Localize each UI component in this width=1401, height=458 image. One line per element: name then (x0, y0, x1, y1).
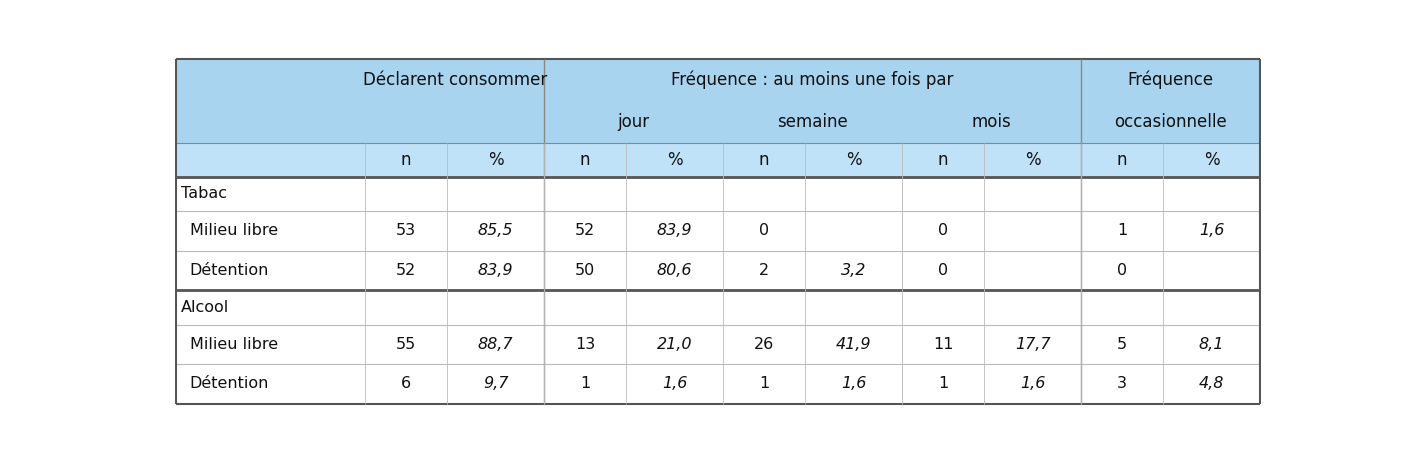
Text: 0: 0 (939, 224, 948, 239)
Text: %: % (667, 151, 682, 169)
Text: Tabac: Tabac (181, 186, 227, 202)
Text: occasionnelle: occasionnelle (1114, 113, 1227, 131)
Text: n: n (759, 151, 769, 169)
Text: 2: 2 (759, 263, 769, 278)
Text: 9,7: 9,7 (483, 376, 509, 392)
Text: jour: jour (618, 113, 650, 131)
Text: Alcool: Alcool (181, 300, 230, 315)
Text: 1,6: 1,6 (1020, 376, 1045, 392)
Text: 85,5: 85,5 (478, 224, 513, 239)
Text: 1,6: 1,6 (661, 376, 688, 392)
Text: 1: 1 (937, 376, 948, 392)
Text: 1: 1 (580, 376, 590, 392)
Text: Milieu libre: Milieu libre (191, 224, 277, 239)
Text: 1,6: 1,6 (841, 376, 866, 392)
Text: 5: 5 (1117, 337, 1126, 352)
Text: n: n (401, 151, 412, 169)
Text: Fréquence: Fréquence (1128, 71, 1213, 89)
Text: 88,7: 88,7 (478, 337, 513, 352)
Text: 3,2: 3,2 (841, 263, 866, 278)
Text: 0: 0 (1117, 263, 1126, 278)
Text: Milieu libre: Milieu libre (191, 337, 277, 352)
Text: 21,0: 21,0 (657, 337, 692, 352)
Text: 41,9: 41,9 (836, 337, 871, 352)
Bar (177, 142, 1259, 177)
Text: Détention: Détention (191, 263, 269, 278)
Text: %: % (846, 151, 862, 169)
Text: %: % (1024, 151, 1041, 169)
Text: 1: 1 (759, 376, 769, 392)
Text: 13: 13 (574, 337, 595, 352)
Text: %: % (1203, 151, 1219, 169)
Bar (177, 364, 1259, 404)
Text: 17,7: 17,7 (1014, 337, 1051, 352)
Text: 1: 1 (1117, 224, 1128, 239)
Bar (177, 251, 1259, 290)
Text: 83,9: 83,9 (657, 224, 692, 239)
Text: 0: 0 (939, 263, 948, 278)
Bar (177, 59, 1259, 101)
Text: 83,9: 83,9 (478, 263, 513, 278)
Text: 52: 52 (574, 224, 595, 239)
Text: semaine: semaine (778, 113, 848, 131)
Text: Fréquence : au moins une fois par: Fréquence : au moins une fois par (671, 71, 954, 89)
Text: 80,6: 80,6 (657, 263, 692, 278)
Text: 0: 0 (759, 224, 769, 239)
Text: mois: mois (972, 113, 1012, 131)
Bar (177, 325, 1259, 364)
Text: Déclarent consommer: Déclarent consommer (363, 71, 546, 89)
Bar (177, 101, 1259, 142)
Text: 53: 53 (396, 224, 416, 239)
Bar (177, 177, 1259, 211)
Text: Détention: Détention (191, 376, 269, 392)
Text: n: n (937, 151, 948, 169)
Text: 1,6: 1,6 (1199, 224, 1224, 239)
Bar (177, 290, 1259, 325)
Text: 26: 26 (754, 337, 775, 352)
Text: 55: 55 (396, 337, 416, 352)
Text: 3: 3 (1117, 376, 1126, 392)
Bar (177, 211, 1259, 251)
Text: n: n (1117, 151, 1128, 169)
Text: 50: 50 (574, 263, 595, 278)
Text: 11: 11 (933, 337, 953, 352)
Text: %: % (488, 151, 503, 169)
Text: 52: 52 (396, 263, 416, 278)
Text: 4,8: 4,8 (1199, 376, 1224, 392)
Text: 6: 6 (401, 376, 410, 392)
Text: n: n (580, 151, 590, 169)
Text: 8,1: 8,1 (1199, 337, 1224, 352)
